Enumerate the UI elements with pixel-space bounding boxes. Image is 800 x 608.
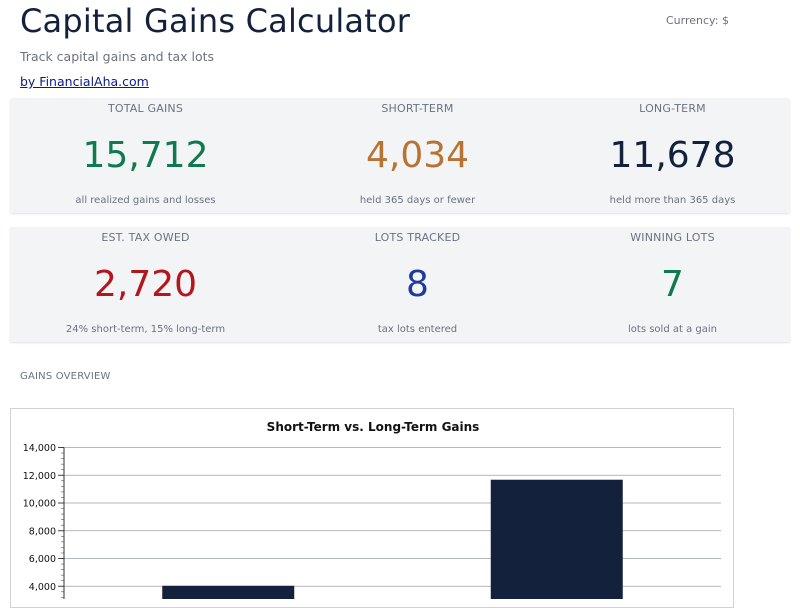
y-tick-label: 12,000 <box>23 471 56 482</box>
stat-note: lots sold at a gain <box>628 324 717 335</box>
y-tick-label: 14,000 <box>23 443 56 454</box>
gains-chart-panel: Short-Term vs. Long-Term Gains 4,000 6,00… <box>10 408 734 608</box>
y-tick-label: 4,000 <box>29 582 56 593</box>
stat-label: SHORT-TERM <box>381 102 454 115</box>
stat-label: WINNING LOTS <box>630 231 715 244</box>
y-tick-label: 6,000 <box>29 554 56 565</box>
y-tick-label: 8,000 <box>29 526 56 537</box>
stat-value: 2,720 <box>93 264 198 305</box>
y-tick-label: 10,000 <box>23 499 56 510</box>
byline-link[interactable]: by FinancialAha.com <box>20 74 149 89</box>
bar-long-term <box>490 479 623 599</box>
stat-value: 4,034 <box>365 135 470 176</box>
currency-indicator: Currency: $ <box>666 14 729 27</box>
bar-short-term <box>162 585 295 599</box>
stat-winning-lots: WINNING LOTS 7 lots sold at a gain <box>545 227 800 342</box>
stat-note: tax lots entered <box>377 324 458 335</box>
stat-label: LONG-TERM <box>639 102 706 115</box>
stat-lots-tracked: LOTS TRACKED 8 tax lots entered <box>290 227 545 342</box>
stat-label: LOTS TRACKED <box>374 231 461 244</box>
stat-value: 11,678 <box>609 135 736 176</box>
stat-short-term: SHORT-TERM 4,034 held 365 days or fewer <box>290 98 545 213</box>
stats-card-primary: TOTAL GAINS 15,712 all realized gains an… <box>10 98 790 213</box>
page-title: Capital Gains Calculator <box>20 2 411 40</box>
chart-title: Short-Term vs. Long-Term Gains <box>266 420 480 434</box>
stat-value: 8 <box>406 264 429 305</box>
stat-label: EST. TAX OWED <box>101 231 190 244</box>
stat-value: 15,712 <box>82 135 209 176</box>
page-subtitle: Track capital gains and tax lots <box>20 49 215 64</box>
stat-note: held 365 days or fewer <box>359 195 476 206</box>
gains-bar-chart: 4,000 6,000 8,000 10,000 12,000 14,000 <box>23 443 721 599</box>
stat-est-tax-owed: EST. TAX OWED 2,720 24% short-term, 15% … <box>18 227 273 342</box>
section-heading-gains-overview: GAINS OVERVIEW <box>20 371 111 382</box>
stat-long-term: LONG-TERM 11,678 held more than 365 days <box>545 98 800 213</box>
stat-label: TOTAL GAINS <box>107 102 184 115</box>
stat-note: all realized gains and losses <box>75 195 216 206</box>
stat-note: 24% short-term, 15% long-term <box>65 324 226 335</box>
stat-value: 7 <box>661 264 684 305</box>
stat-total-gains: TOTAL GAINS 15,712 all realized gains an… <box>18 98 273 213</box>
stats-card-secondary: EST. TAX OWED 2,720 24% short-term, 15% … <box>10 227 790 342</box>
stat-note: held more than 365 days <box>609 195 736 206</box>
